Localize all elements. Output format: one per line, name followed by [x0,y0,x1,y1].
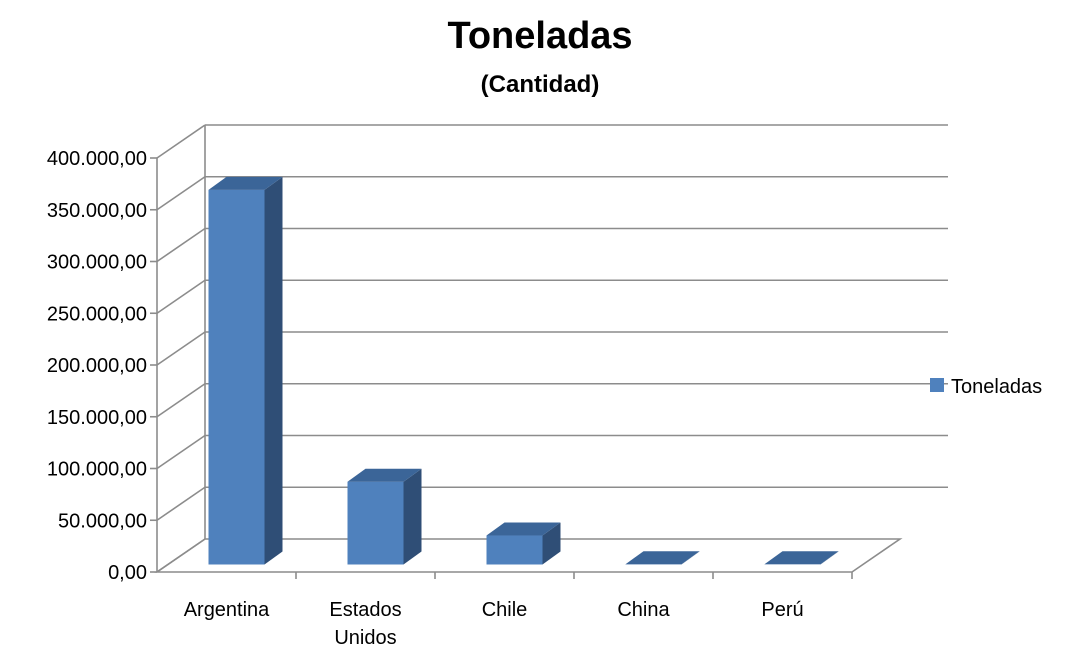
side-gridline [156,383,206,418]
chart-title: Toneladas [447,15,632,57]
x-tick-label: Argentina [184,599,270,621]
bar-side [264,176,283,565]
bar-side [403,468,422,565]
bar-front [486,535,543,565]
bar-side [820,551,839,565]
y-tick-label: 300.000,00 [47,252,147,274]
y-tick-label: 0,00 [108,562,147,584]
legend: Toneladas [930,376,1042,398]
x-tick-label: China [617,599,670,621]
bar [625,551,700,565]
side-gridline [156,486,206,521]
side-gridline [156,279,206,314]
y-axis-ticks: 0,00 50.000,00 100.000,00 150.000,00 200.000… [47,148,853,584]
side-gridline [156,176,206,211]
side-gridline [156,434,206,470]
bar-side [542,522,561,565]
bar [764,551,839,565]
bar [347,468,422,565]
y-tick-label: 400.000,00 [47,148,147,170]
floor [154,538,903,573]
bar-side [681,551,700,565]
y-tick-label: 350.000,00 [47,200,147,222]
y-tick-label: 200.000,00 [47,355,147,377]
bar-top [764,551,839,565]
bar [208,176,283,565]
y-tick-label: 150.000,00 [47,407,147,429]
x-tick-label: Perú [761,599,803,621]
bar-top [208,176,283,190]
y-tick-label: 250.000,00 [47,303,147,325]
bar-top [486,522,561,536]
bar-top [625,551,700,565]
bar-front [208,189,265,565]
x-axis-labels: Argentina Estados Unidos Chile China Perú [184,599,804,649]
bar-front [347,481,404,565]
side-gridline [156,227,206,263]
legend-label: Toneladas [951,376,1042,398]
bar [486,522,561,565]
chart-subtitle: (Cantidad) [481,71,600,98]
y-tick-label: 50.000,00 [58,510,147,532]
side-gridline [156,331,206,366]
bars [208,176,839,565]
x-tick-label: Chile [482,599,528,621]
y-tick-label: 100.000,00 [47,459,147,481]
side-gridline [156,124,206,159]
x-tick-label: Estados Unidos [329,599,401,649]
legend-swatch [930,378,944,392]
gridlines [156,124,948,573]
bar-top [347,468,422,482]
